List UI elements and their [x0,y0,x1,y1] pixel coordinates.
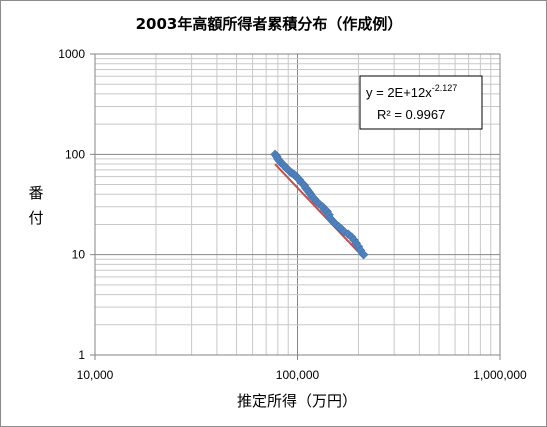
data-points [270,149,369,260]
x-tick-labels: 10,000 100,000 1,000,000 [77,355,527,382]
y-axis-title-char-2: 付 [28,209,43,227]
x-tick-label: 10,000 [77,368,114,382]
y-tick-label: 100 [65,147,85,161]
data-point [358,249,369,260]
trendline [274,163,365,259]
equation-base: y = 2E+12x [366,85,432,100]
x-axis-title: 推定所得（万円） [237,392,357,410]
y-tick-label: 10 [72,248,86,262]
y-tick-label: 1 [78,348,85,362]
trendline-r-squared: R² = 0.9967 [377,107,445,122]
equation-exponent: -2.127 [432,83,458,93]
x-tick-label: 100,000 [276,368,320,382]
y-tick-label: 1000 [58,47,85,61]
trendline-equation: y = 2E+12x-2.127 [366,83,457,100]
chart-title: 2003年高額所得者累積分布（作成例） [136,15,403,33]
trendline-equation-box: y = 2E+12x-2.127 R² = 0.9967 [359,75,483,130]
equation-box-border [359,75,483,130]
y-tick-labels: 1 10 100 1000 [58,47,95,362]
trendline-group [274,163,365,259]
y-axis-title-char-1: 番 [28,184,43,202]
x-tick-label: 1,000,000 [473,368,527,382]
